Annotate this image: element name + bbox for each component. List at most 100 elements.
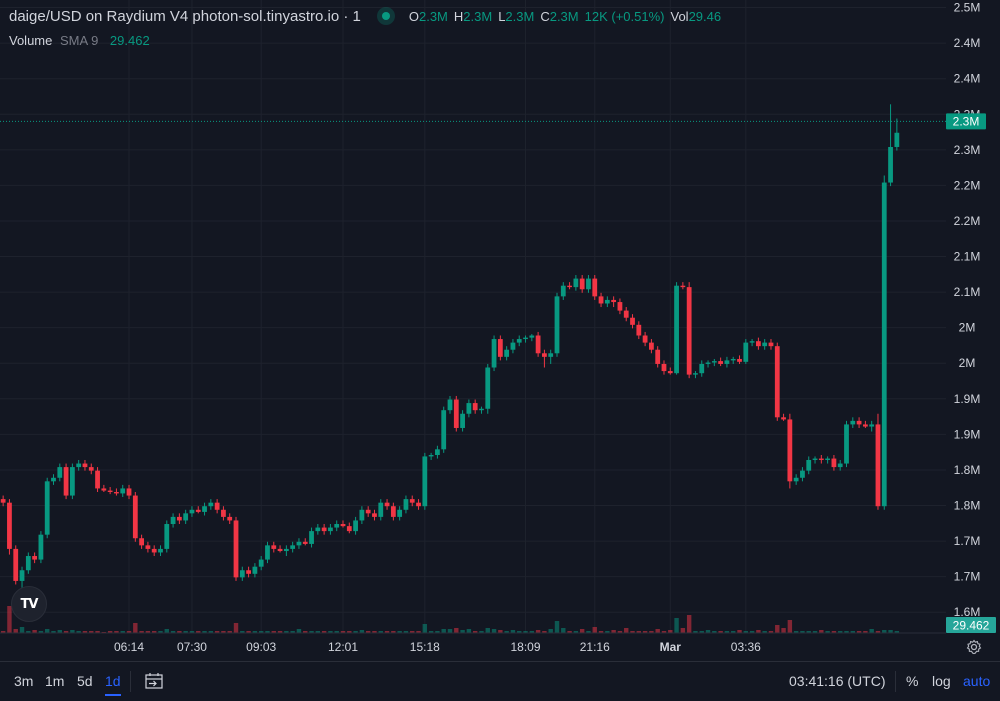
candle <box>246 566 251 578</box>
candle-body <box>359 509 365 521</box>
auto-scale-button[interactable]: auto <box>963 673 991 689</box>
candle <box>208 499 214 510</box>
percent-scale-button[interactable]: % <box>906 673 919 689</box>
candle-body <box>296 541 302 546</box>
candle <box>655 346 661 368</box>
volume-bar <box>869 629 874 633</box>
candle <box>856 417 862 428</box>
candle-body <box>246 570 251 574</box>
volume-bar <box>365 631 371 633</box>
volume-bar <box>680 628 686 633</box>
candle <box>340 520 346 528</box>
candle-body <box>170 516 176 525</box>
go-to-date-icon[interactable] <box>144 671 164 691</box>
candle <box>793 474 799 485</box>
candle-body <box>674 285 679 374</box>
volume-bar <box>661 631 667 633</box>
time-tick-label: 15:18 <box>410 640 440 654</box>
range-1m-button[interactable]: 1m <box>45 673 65 689</box>
candle <box>447 395 453 414</box>
candle-body <box>76 463 82 468</box>
candle-body <box>894 132 900 147</box>
candle <box>850 417 856 428</box>
candle-body <box>403 499 409 510</box>
volume-bar <box>120 631 125 633</box>
volume-indicator-name[interactable]: Volume <box>9 33 53 48</box>
volume-bar <box>561 628 566 633</box>
candle <box>145 541 151 553</box>
candle <box>51 474 56 485</box>
volume-legend: Volume SMA 9 29.462 <box>9 33 150 48</box>
time-axis[interactable]: 06:14 07:30 09:03 12:01 15:18 18:09 21:16 Mar 03… <box>114 640 761 654</box>
candle <box>875 413 881 510</box>
symbol-title[interactable]: daige/USD on Raydium V4 photon-sol.tinya… <box>9 7 361 25</box>
candle-body <box>875 424 881 507</box>
candle-body <box>472 403 478 411</box>
candle-body <box>145 545 151 549</box>
candle-body <box>239 570 245 578</box>
volume-bar <box>435 631 440 633</box>
range-5d-button[interactable]: 5d <box>77 673 93 689</box>
volume-bar <box>303 631 308 633</box>
candle-body <box>756 341 761 347</box>
candle <box>239 566 245 581</box>
volume-bar <box>284 631 289 633</box>
volume-bar <box>246 631 251 633</box>
volume-bar <box>334 631 339 633</box>
price-tick-label: 1.8M <box>954 463 981 477</box>
candle-body <box>114 491 119 494</box>
price-axis[interactable]: 2.5M 2.4M 2.4M 2.3M 2.3M 2.2M 2.2M 2.1M 2.1M 2M 2M… <box>954 1 981 620</box>
candle <box>126 484 132 500</box>
current-price-badge: 2.3M <box>946 113 986 130</box>
candle <box>63 463 69 500</box>
candle-body <box>881 182 887 507</box>
candle-body <box>252 566 258 574</box>
candle-body <box>271 545 277 549</box>
candle-body <box>447 399 453 411</box>
candle <box>101 484 107 492</box>
candle <box>862 420 868 428</box>
candle-body <box>158 548 163 553</box>
volume-bar <box>347 631 352 633</box>
utc-clock[interactable]: 03:41:16 (UTC) <box>789 673 886 689</box>
candle-body <box>277 548 283 552</box>
candle-body <box>718 361 724 364</box>
candle-body <box>57 467 63 478</box>
candle-body <box>491 339 497 368</box>
candle <box>32 552 38 564</box>
sma-indicator-name[interactable]: SMA 9 <box>60 33 99 48</box>
candle-body <box>189 509 195 514</box>
range-1d-button[interactable]: 1d <box>105 673 121 696</box>
candle-body <box>630 317 635 325</box>
volume-bar <box>756 630 761 633</box>
candle-body <box>409 499 415 503</box>
price-chart[interactable]: 2.5M 2.4M 2.4M 2.3M 2.3M 2.2M 2.2M 2.1M 2.1M 2M 2M… <box>0 0 1000 661</box>
volume-bar <box>57 630 62 633</box>
volume-bar <box>183 631 188 633</box>
volume-bar <box>76 631 81 633</box>
toolbar-divider <box>130 671 131 692</box>
candle-body <box>479 408 484 411</box>
candle <box>510 339 516 354</box>
range-3m-button[interactable]: 3m <box>14 673 34 689</box>
volume-bar <box>265 631 270 633</box>
volume-bar <box>642 631 648 633</box>
tradingview-logo-icon[interactable]: TV <box>11 586 47 622</box>
candle <box>806 456 812 475</box>
volume-bar <box>384 631 390 633</box>
candle-body <box>617 302 623 311</box>
candle-body <box>435 449 440 456</box>
volume-bar <box>737 630 742 633</box>
volume-bar <box>422 624 428 633</box>
volume-bar <box>812 631 818 633</box>
candle-body <box>604 299 610 304</box>
market-status-icon[interactable] <box>376 7 395 25</box>
candle <box>25 552 31 574</box>
candle <box>642 331 648 347</box>
candle <box>365 506 371 517</box>
log-scale-button[interactable]: log <box>932 673 951 689</box>
settings-gear-icon[interactable] <box>966 639 982 655</box>
volume-bar <box>202 631 207 633</box>
candle-body <box>25 556 31 571</box>
